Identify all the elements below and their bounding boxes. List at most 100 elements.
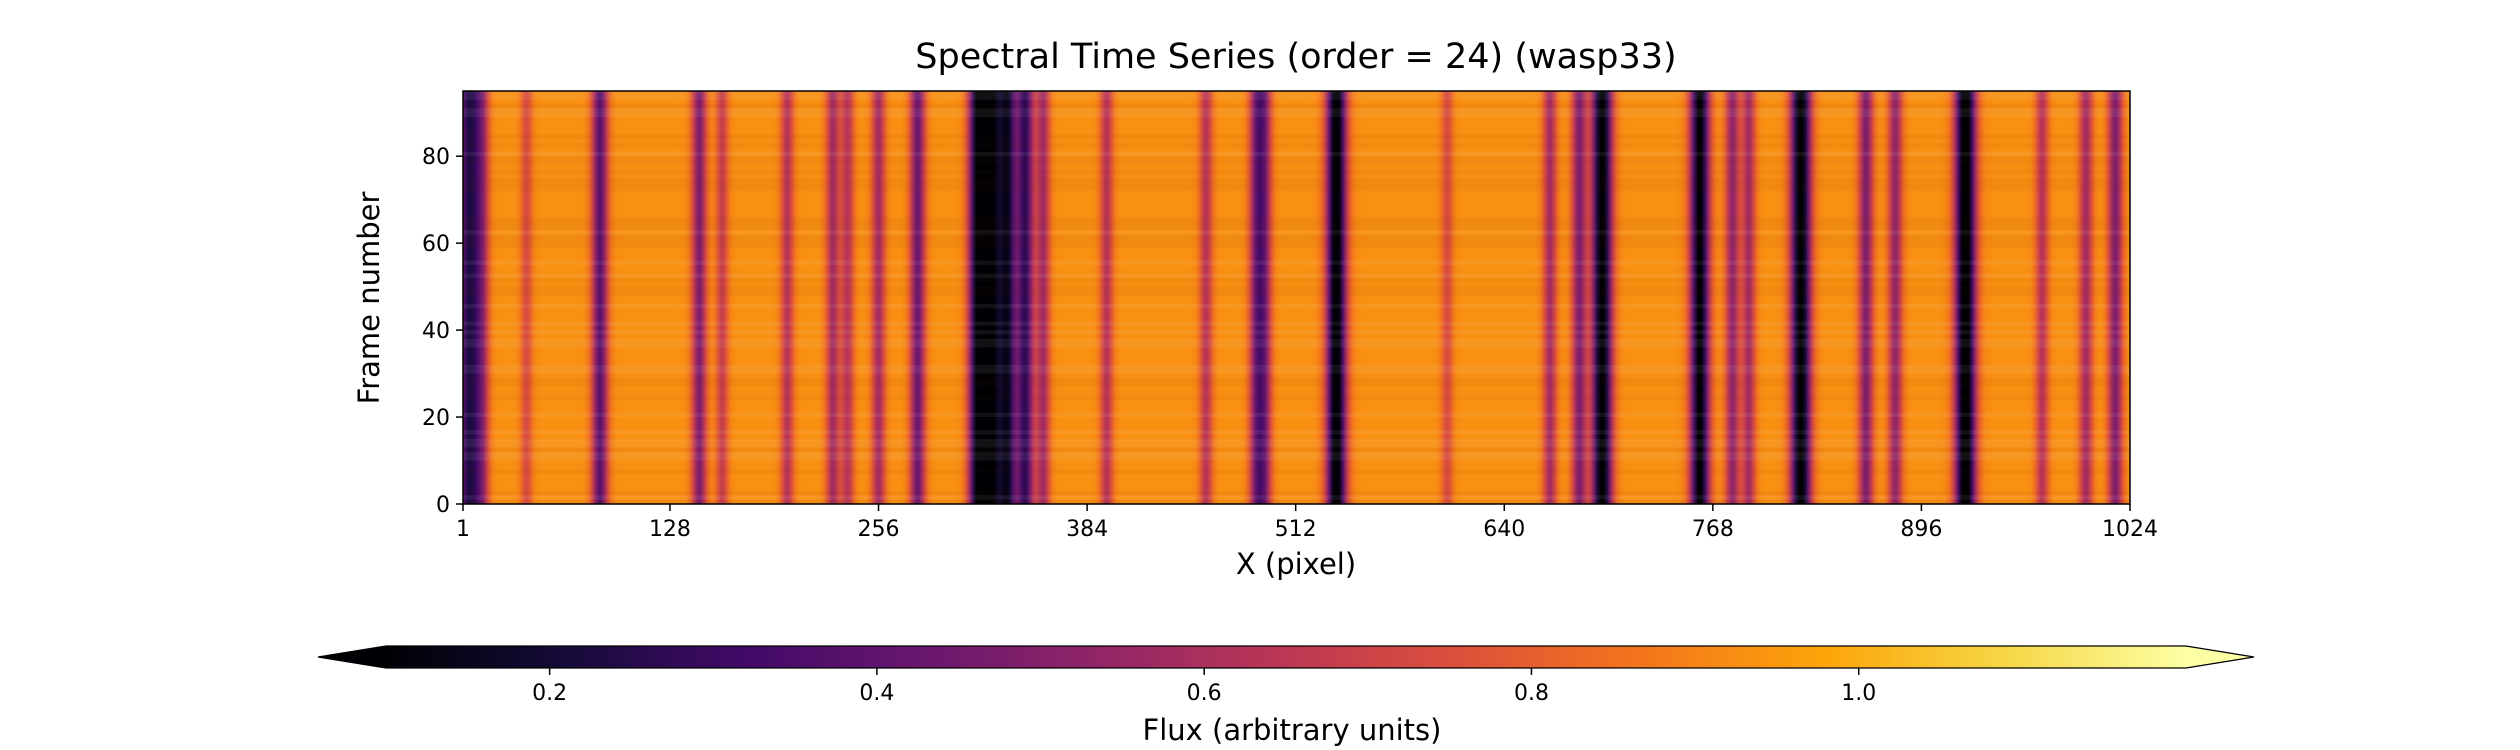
plot-frame: [462, 90, 2131, 505]
absorption-line-27: [1731, 91, 1734, 504]
absorption-line-24: [1577, 91, 1581, 504]
frame-row: [463, 443, 2130, 448]
frame-row: [463, 217, 2130, 222]
frame-row: [463, 447, 2130, 452]
absorption-line-2: [481, 91, 484, 504]
y-axis: 0 20 40 60 80: [422, 145, 463, 518]
colorbar-tick-label-4: 1.0: [1841, 681, 1876, 706]
x-tick-label-8: 1024: [2102, 517, 2158, 542]
absorption-line-26: [1697, 91, 1702, 504]
absorption-line-19: [1255, 91, 1258, 504]
frame-row: [463, 490, 2130, 496]
frame-row: [463, 382, 2130, 387]
absorption-line-13: [989, 91, 993, 504]
frame-row: [463, 277, 2130, 283]
frame-row: [463, 156, 2130, 161]
absorption-line-4: [598, 91, 602, 504]
absorption-line-11: [916, 91, 920, 504]
frame-row: [463, 260, 2130, 265]
frame-row: [463, 186, 2130, 191]
frame-row: [463, 364, 2130, 370]
frame-row: [463, 160, 2130, 165]
frame-row: [463, 499, 2130, 504]
frame-row: [463, 321, 2130, 326]
colorbar-axis: 0.2 0.4 0.6 0.8 1.0: [532, 668, 1876, 706]
frame-row: [463, 286, 2130, 291]
absorption-line-21: [1334, 91, 1339, 504]
frame-row: [463, 469, 2130, 474]
absorption-line-34: [2084, 91, 2088, 504]
colorbar-tick-label-0: 0.2: [532, 681, 567, 706]
absorption-line-6: [720, 91, 724, 504]
y-tick-label-1: 20: [422, 406, 450, 431]
frame-row: [463, 395, 2130, 400]
spectrum-field: [463, 91, 2130, 504]
frame-row: [463, 112, 2130, 118]
absorption-line-14: [1005, 91, 1010, 504]
x-tick-label-2: 256: [858, 517, 900, 542]
absorption-line-18: [1204, 91, 1208, 504]
colorbar-gradient: [386, 646, 2186, 668]
x-tick-label-7: 896: [1900, 517, 1942, 542]
absorption-line-17: [1105, 91, 1108, 504]
frame-row: [463, 91, 2130, 96]
x-tick-label-5: 640: [1483, 517, 1525, 542]
frame-row: [463, 95, 2130, 100]
absorption-line-0: [464, 91, 468, 504]
absorption-line-31: [1894, 91, 1897, 504]
frame-row: [463, 451, 2130, 457]
frame-row: [463, 377, 2130, 383]
absorption-line-23: [1548, 91, 1552, 504]
absorption-line-29: [1798, 91, 1803, 504]
absorption-line-20: [1263, 91, 1267, 504]
colorbar: [317, 645, 2255, 669]
heatmap: [463, 91, 2130, 504]
frame-row: [463, 134, 2130, 139]
y-tick-label-2: 40: [422, 319, 450, 344]
frame-row: [463, 330, 2130, 335]
colorbar-tick-label-1: 0.4: [859, 681, 894, 706]
absorption-line-32: [1963, 91, 1968, 504]
absorption-line-5: [697, 91, 701, 504]
colorbar-outline: [317, 645, 2255, 669]
frame-row: [463, 273, 2130, 278]
x-tick-label-3: 384: [1066, 517, 1108, 542]
frame-row: [463, 495, 2130, 500]
y-tick-label-3: 60: [422, 232, 450, 257]
frame-row: [463, 234, 2130, 239]
absorption-line-8: [831, 91, 835, 504]
frame-row: [463, 182, 2130, 187]
frame-row: [463, 238, 2130, 244]
colorbar-tick-label-3: 0.8: [1514, 681, 1549, 706]
colorbar-extend-low: [318, 646, 386, 668]
frame-row: [463, 456, 2130, 461]
frame-row: [463, 108, 2130, 113]
frame-row: [463, 369, 2130, 374]
absorption-line-16: [1041, 91, 1045, 504]
absorption-line-12: [976, 91, 980, 504]
frame-row: [463, 343, 2130, 348]
frame-row: [463, 143, 2130, 148]
x-axis-title: X (pixel): [1236, 547, 1356, 581]
absorption-line-35: [2113, 91, 2117, 504]
frame-row: [463, 221, 2130, 226]
x-axis: 1 128 256 384 512 640 768 896 1024: [456, 504, 2158, 542]
absorption-line-1: [473, 91, 476, 504]
absorption-line-22: [1446, 91, 1449, 504]
frame-row: [463, 304, 2130, 309]
absorption-line-28: [1747, 91, 1750, 504]
frame-row: [463, 177, 2130, 183]
colorbar-extend-high: [2186, 646, 2254, 668]
y-tick-label-0: 0: [436, 493, 450, 518]
absorption-line-25: [1600, 91, 1605, 504]
absorption-line-33: [2040, 91, 2044, 504]
frame-row: [463, 338, 2130, 344]
frame-row: [463, 430, 2130, 435]
frame-row: [463, 243, 2130, 248]
colorbar-label: Flux (arbitrary units): [1143, 713, 1442, 747]
absorption-line-15: [1023, 91, 1027, 504]
absorption-line-30: [1864, 91, 1868, 504]
absorption-line-3: [525, 91, 528, 504]
frame-row: [463, 151, 2130, 157]
absorption-line-7: [786, 91, 789, 504]
